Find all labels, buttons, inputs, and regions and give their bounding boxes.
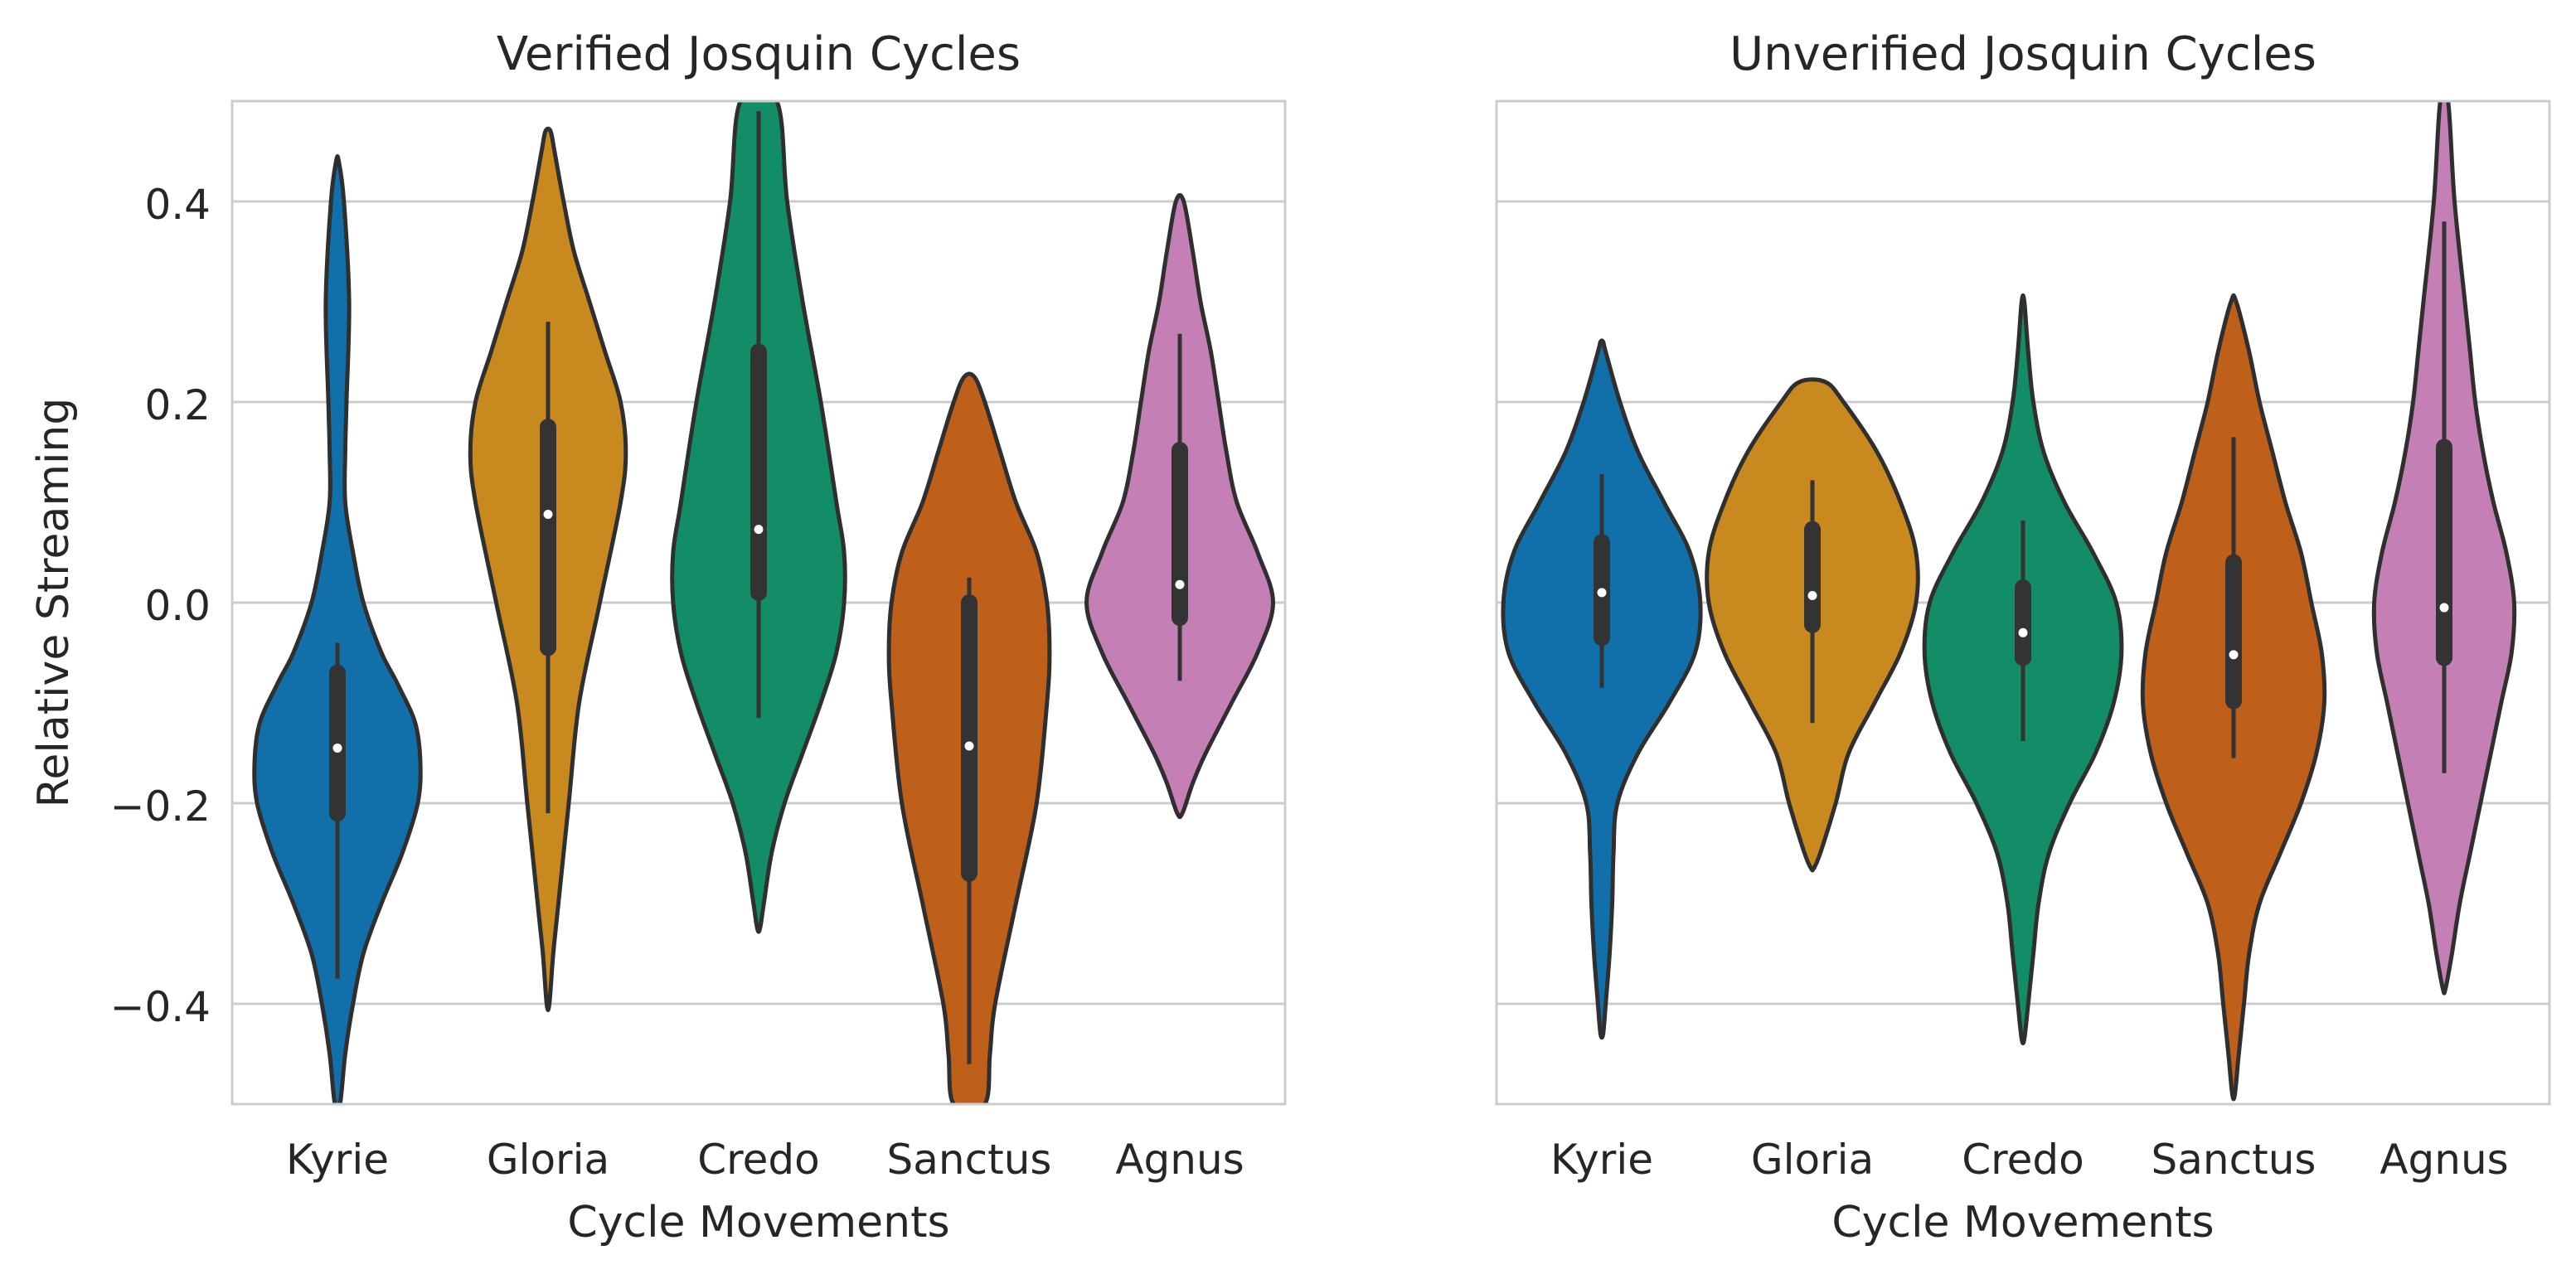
violin-agnus (1084, 192, 1275, 820)
x-tick-label: Sanctus (887, 1136, 1052, 1184)
violin-kyrie (1501, 338, 1703, 1040)
median-point (1807, 591, 1817, 601)
y-axis-label: Relative Streaming (29, 398, 79, 808)
violin-credo (1922, 293, 2124, 1046)
x-axis-label: Cycle Movements (1831, 1198, 2214, 1248)
y-tick-labels: 0.4 0.2 0.0 −0.2 −0.4 (110, 181, 211, 1031)
median-point (754, 525, 764, 535)
median-point (2018, 627, 2028, 637)
median-point (543, 510, 553, 520)
x-tick-label: Agnus (2380, 1136, 2508, 1184)
violin-sanctus (886, 371, 1052, 1104)
plot-frame (1495, 99, 2551, 1106)
violins (252, 101, 1275, 1104)
median-point (2439, 603, 2449, 613)
x-tick-label: Agnus (1115, 1136, 1244, 1184)
violin-body (252, 154, 423, 1104)
x-tick-label: Sanctus (2152, 1136, 2316, 1184)
x-tick-label: Kyrie (286, 1136, 389, 1184)
panel-title: Unverified Josquin Cycles (1729, 27, 2316, 81)
x-tick-label: Kyrie (1550, 1136, 1653, 1184)
panel-title: Verified Josquin Cycles (497, 27, 1021, 81)
panel-unverified: Unverified Josquin Cycles Kyrie Gloria C… (1495, 27, 2551, 1248)
violins (1501, 101, 2517, 1102)
violin-gloria (1705, 377, 1920, 873)
x-tick-label: Gloria (1751, 1136, 1874, 1184)
median-point (1175, 579, 1185, 589)
y-tick-label: −0.4 (110, 983, 211, 1031)
violin-gloria (468, 126, 628, 1013)
x-axis-label: Cycle Movements (567, 1198, 949, 1248)
x-tick-label: Credo (1962, 1136, 2084, 1184)
x-tick-labels: Kyrie Gloria Credo Sanctus Agnus (286, 1136, 1244, 1184)
x-tick-label: Gloria (487, 1136, 609, 1184)
y-tick-label: 0.4 (144, 181, 211, 229)
violin-credo (670, 101, 847, 934)
panel-verified: Verified Josquin Cycles 0.4 0.2 0.0 −0.2… (29, 27, 1287, 1248)
median-point (1597, 588, 1607, 598)
violin-agnus (2371, 101, 2517, 996)
x-tick-labels: Kyrie Gloria Credo Sanctus Agnus (1550, 1136, 2509, 1184)
y-tick-label: 0.0 (144, 582, 211, 630)
violin-kyrie (252, 154, 423, 1104)
plot-frame (230, 99, 1287, 1106)
violin-body (1501, 338, 1703, 1040)
median-point (2229, 650, 2239, 660)
y-tick-label: 0.2 (144, 381, 211, 429)
x-tick-label: Credo (697, 1136, 819, 1184)
median-point (332, 743, 342, 753)
median-point (964, 741, 974, 751)
y-tick-label: −0.2 (110, 782, 211, 831)
violin-sanctus (2140, 293, 2327, 1102)
